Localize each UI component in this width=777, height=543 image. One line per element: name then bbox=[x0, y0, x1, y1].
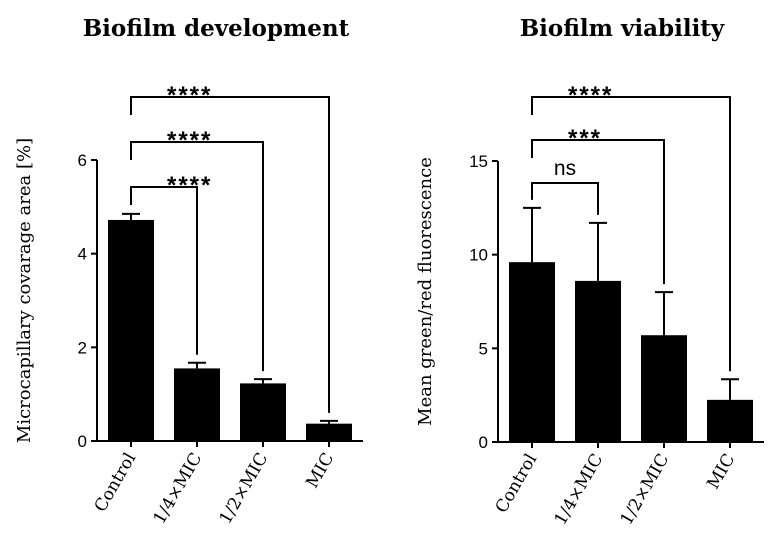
y-axis-label: Microcapillary covarage area [%] bbox=[14, 138, 35, 443]
significance-label-1: **** bbox=[167, 127, 212, 154]
significance-label-1: *** bbox=[568, 125, 602, 152]
x-tick-label: Control bbox=[91, 450, 141, 516]
x-tick-label: 1/4×MIC bbox=[551, 451, 608, 529]
significance-label-2: **** bbox=[167, 82, 212, 109]
y-tick-label: 10 bbox=[469, 246, 488, 265]
x-tick-label: 1/2×MIC bbox=[216, 450, 273, 528]
bar-0 bbox=[509, 262, 555, 442]
x-tick-label: MIC bbox=[703, 451, 739, 493]
y-tick-label: 5 bbox=[479, 339, 488, 358]
significance-bracket-2 bbox=[531, 96, 731, 372]
bar-2 bbox=[240, 383, 286, 441]
significance-bracket-1 bbox=[130, 141, 264, 372]
y-tick-label: 0 bbox=[479, 433, 488, 452]
significance-label-0: **** bbox=[167, 172, 212, 199]
y-tick-label: 6 bbox=[78, 151, 87, 170]
y-tick-label: 0 bbox=[78, 432, 87, 451]
bar-3 bbox=[707, 399, 753, 442]
chart-title: Biofilm development bbox=[83, 15, 350, 42]
y-tick-label: 2 bbox=[78, 338, 87, 357]
x-tick-label: MIC bbox=[302, 450, 338, 492]
chart-title: Biofilm viability bbox=[520, 15, 725, 42]
bar-1 bbox=[575, 280, 621, 442]
bar-2 bbox=[641, 335, 687, 442]
significance-bracket-0 bbox=[531, 182, 599, 215]
bar-0 bbox=[108, 219, 154, 441]
significance-bracket-1 bbox=[531, 139, 665, 285]
significance-bracket-0 bbox=[130, 186, 198, 355]
x-tick-label: Control bbox=[492, 451, 542, 517]
x-tick-label: 1/2×MIC bbox=[617, 451, 674, 529]
significance-label-2: **** bbox=[568, 82, 613, 109]
y-tick-label: 4 bbox=[78, 245, 87, 264]
bar-3 bbox=[306, 423, 352, 441]
chart-biofilm-viability: Biofilm viability Mean green/red fluoresc… bbox=[415, 15, 764, 529]
bar-1 bbox=[174, 368, 220, 441]
x-tick-label: 1/4×MIC bbox=[150, 450, 207, 528]
significance-bracket-2 bbox=[130, 96, 330, 413]
y-tick-label: 15 bbox=[469, 152, 488, 171]
chart-biofilm-development: Biofilm development Microcapillary covara… bbox=[14, 15, 363, 528]
significance-label-0: ns bbox=[554, 157, 576, 180]
y-axis-label: Mean green/red fluorescence bbox=[415, 157, 436, 426]
